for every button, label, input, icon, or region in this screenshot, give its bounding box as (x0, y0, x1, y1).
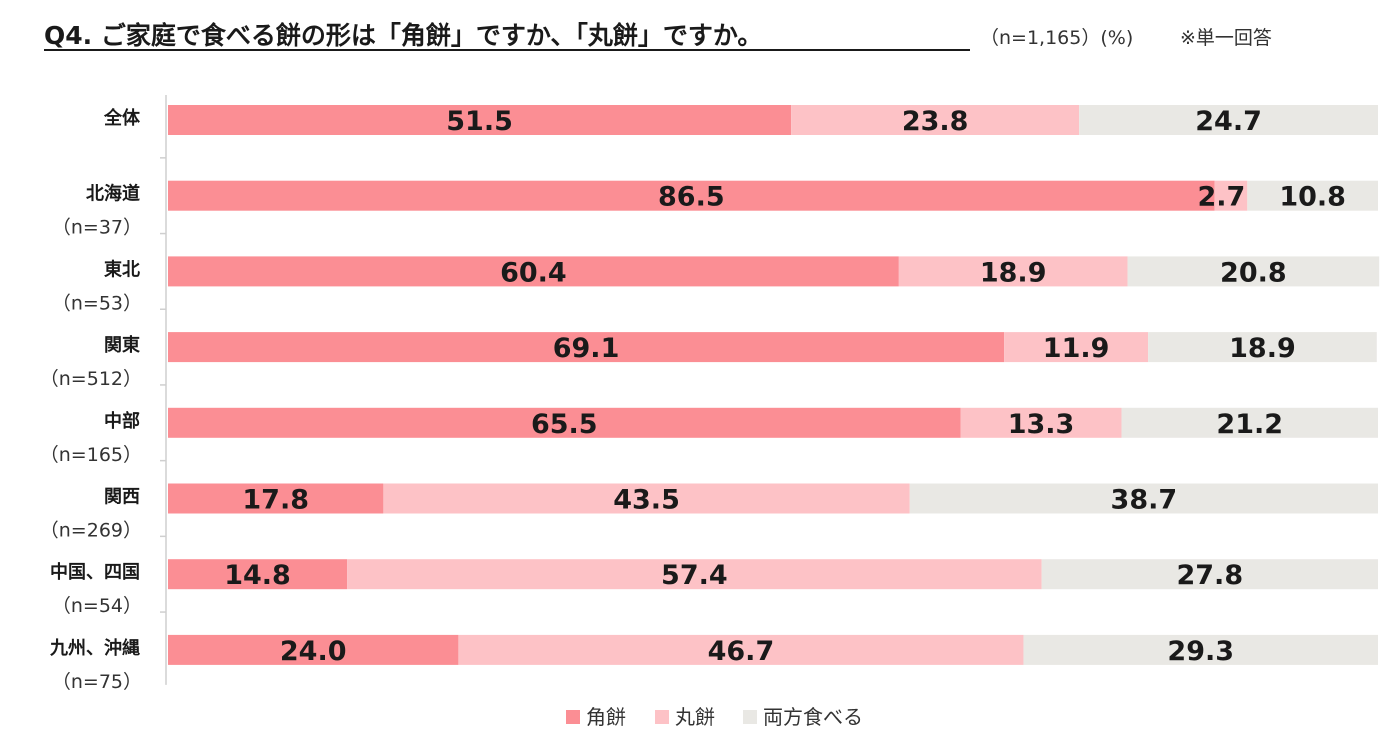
category-label: 全体 (103, 107, 141, 129)
data-label: 51.5 (446, 106, 513, 137)
bar-segment (960, 407, 1122, 438)
bar-segment (168, 407, 961, 438)
data-label: 18.9 (1229, 333, 1296, 364)
bar-segment (1127, 256, 1380, 287)
data-label: 69.1 (553, 333, 620, 364)
bar-segment (168, 105, 792, 135)
data-label: 46.7 (708, 636, 775, 667)
chart-title: Q4. ご家庭で食べる餅の形は「角餅」ですか、「丸餅」ですか。 (44, 21, 762, 50)
category-sample-size: （n=37） (52, 217, 142, 239)
legend-label: 両方食べる (763, 705, 863, 729)
bar-segment (1079, 105, 1378, 135)
category-label: 中部 (104, 410, 140, 432)
data-label: 10.8 (1279, 182, 1346, 213)
data-label: 23.8 (902, 106, 969, 137)
bar-segment (168, 332, 1005, 363)
category-label: 中国、四国 (50, 561, 140, 583)
bar-segment (168, 483, 384, 514)
bar-segment (1148, 332, 1377, 363)
data-label: 86.5 (658, 182, 725, 213)
data-label: 43.5 (613, 485, 680, 516)
answer-type-note: ※単一回答 (1180, 27, 1272, 49)
bar-segment (168, 256, 899, 287)
category-label: 九州、沖縄 (49, 637, 140, 659)
bar-segment (791, 105, 1080, 135)
bar-segment (898, 256, 1128, 287)
data-label: 17.8 (242, 485, 309, 516)
data-label: 29.3 (1167, 636, 1234, 667)
bar-segment (347, 559, 1042, 590)
category-label: 北海道 (86, 183, 140, 205)
category-label: 東北 (104, 258, 140, 280)
data-label: 18.9 (980, 257, 1047, 288)
data-label: 60.4 (500, 257, 567, 288)
category-label: 関西 (104, 487, 140, 508)
data-label: 57.4 (661, 560, 728, 591)
data-label: 24.0 (280, 636, 347, 667)
data-label: 21.2 (1216, 409, 1283, 440)
data-label: 27.8 (1176, 560, 1243, 591)
sample-size-note: （n=1,165）(%) (980, 27, 1133, 49)
data-label: 13.3 (1008, 409, 1075, 440)
bar-segment (1214, 180, 1248, 211)
legend-swatch (655, 710, 669, 724)
bar-segment (1004, 332, 1149, 363)
legend-swatch (566, 710, 580, 724)
data-label: 11.9 (1043, 333, 1110, 364)
data-label: 2.7 (1197, 182, 1245, 213)
category-sample-size: （n=54） (52, 595, 142, 617)
category-sample-size: （n=53） (52, 292, 142, 314)
category-sample-size: （n=269） (40, 520, 142, 542)
bar-segment (909, 483, 1378, 514)
data-label: 14.8 (224, 560, 291, 591)
legend-swatch (743, 710, 757, 724)
bar-segment (168, 180, 1215, 211)
category-sample-size: （n=75） (52, 671, 142, 693)
bar-segment (168, 559, 348, 590)
legend-label: 丸餅 (675, 705, 715, 729)
bar-segment (1041, 559, 1378, 590)
bar-segment (383, 483, 910, 514)
category-sample-size: （n=512） (40, 368, 142, 390)
legend-label: 角餅 (586, 705, 626, 729)
bar-segment (1247, 180, 1378, 211)
legend: 角餅 丸餅 両方食べる (566, 705, 863, 729)
bar-segment (1121, 407, 1378, 438)
plot-area: 全体 51.5 23.8 24.7 北海道 （n=37） 86.5 2.7 10.8 東北 （n=5… (40, 95, 1380, 693)
data-label: 38.7 (1111, 485, 1178, 516)
bar-segment (458, 634, 1024, 665)
category-label: 関東 (104, 334, 140, 356)
data-label: 65.5 (531, 409, 598, 440)
category-sample-size: （n=165） (40, 444, 142, 466)
bar-segment (1023, 634, 1378, 665)
data-label: 20.8 (1220, 257, 1287, 288)
data-label: 24.7 (1195, 106, 1262, 137)
bar-segment (168, 634, 459, 665)
